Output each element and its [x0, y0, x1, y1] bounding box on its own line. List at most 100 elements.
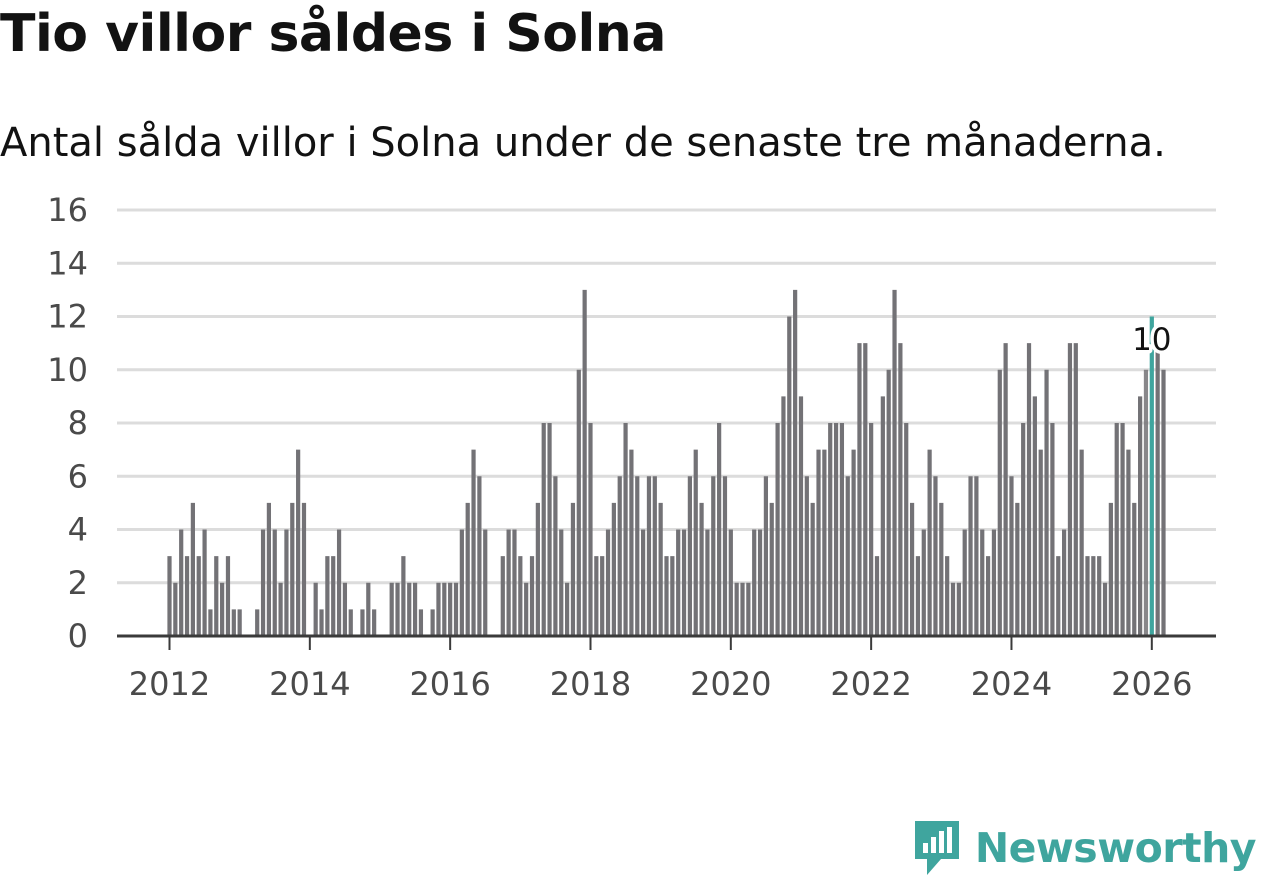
bar [1015, 502, 1020, 637]
bar [179, 529, 184, 636]
bar [366, 582, 371, 636]
bar [863, 343, 868, 637]
bar [1062, 529, 1067, 636]
bar [565, 582, 570, 636]
bar [1079, 449, 1084, 637]
bar [372, 609, 377, 637]
bar [1026, 343, 1032, 637]
bar [342, 582, 348, 636]
bar [167, 556, 172, 637]
bar [541, 423, 546, 636]
bar [600, 556, 605, 637]
bar [693, 449, 698, 637]
bar [781, 396, 786, 637]
bar [1108, 502, 1113, 637]
bar [570, 502, 576, 637]
x-tick-label: 2022 [830, 665, 911, 703]
bar [430, 609, 435, 637]
bar [1085, 556, 1090, 637]
bar [775, 423, 780, 636]
bar [629, 449, 634, 637]
brand-name: Newsworthy [974, 824, 1257, 872]
bar [278, 582, 283, 636]
data-label-halo: 10 [1132, 322, 1171, 358]
bar [547, 423, 552, 636]
bar [787, 316, 792, 636]
bar [833, 423, 839, 636]
bar [325, 556, 330, 637]
bar [927, 449, 932, 637]
bar [255, 609, 260, 637]
axes [117, 634, 1216, 650]
bar [173, 582, 178, 636]
bar [828, 423, 833, 636]
bar [477, 476, 482, 636]
bar [939, 502, 944, 637]
bar [336, 529, 342, 636]
x-tick-label: 2024 [971, 665, 1052, 703]
bar [874, 556, 880, 637]
bar [1114, 423, 1119, 636]
y-tick-label: 0 [68, 617, 88, 655]
bar [448, 582, 453, 636]
bar [260, 529, 266, 636]
bar [483, 529, 488, 636]
bar [500, 556, 505, 637]
bar [915, 556, 921, 637]
bar [676, 529, 681, 636]
bar [1021, 423, 1026, 636]
bar [1038, 449, 1043, 637]
bar [705, 529, 710, 636]
bar [769, 502, 774, 637]
bar [904, 423, 909, 636]
bar [284, 529, 289, 636]
bar [184, 556, 190, 637]
y-tick-label: 10 [47, 351, 88, 389]
bar [407, 582, 412, 636]
bar [962, 529, 967, 636]
bar [290, 502, 295, 637]
bar [1143, 369, 1149, 636]
y-tick-label: 12 [47, 298, 88, 336]
bar [1097, 556, 1102, 637]
bar [617, 476, 622, 636]
bar [1161, 369, 1166, 636]
y-tick-label: 2 [68, 564, 88, 602]
bar [1032, 396, 1037, 637]
y-tick-label: 16 [47, 191, 88, 229]
chart-subtitle: Antal sålda villor i Solna under de sena… [0, 120, 1166, 166]
bars [167, 289, 1166, 637]
bar [1102, 582, 1108, 636]
bar [980, 529, 985, 636]
bar [594, 556, 599, 637]
y-tick-label: 8 [68, 404, 88, 442]
bar [886, 369, 891, 636]
bar [717, 423, 722, 636]
bar [190, 502, 195, 637]
bar [857, 343, 862, 637]
bar [605, 529, 611, 636]
bar [360, 609, 365, 637]
bar [711, 476, 716, 636]
bar [956, 582, 961, 636]
bar [1073, 343, 1078, 637]
x-tick-label: 2026 [1111, 665, 1192, 703]
bar [1126, 449, 1131, 637]
bar [757, 529, 763, 636]
bar [1009, 476, 1014, 636]
bar [237, 609, 242, 637]
bar [728, 529, 733, 636]
bar [1003, 343, 1008, 637]
bar [1050, 423, 1055, 636]
newsworthy-logo-icon [914, 821, 959, 875]
bar [559, 529, 564, 636]
bar [845, 476, 850, 636]
bar [687, 476, 692, 636]
chart-title: Tio villor såldes i Solna [0, 4, 666, 64]
bar [921, 529, 926, 636]
bar [763, 476, 769, 636]
bar [576, 369, 581, 636]
bar [1056, 556, 1061, 637]
bar [313, 582, 318, 636]
bar-highlight [1149, 316, 1154, 636]
